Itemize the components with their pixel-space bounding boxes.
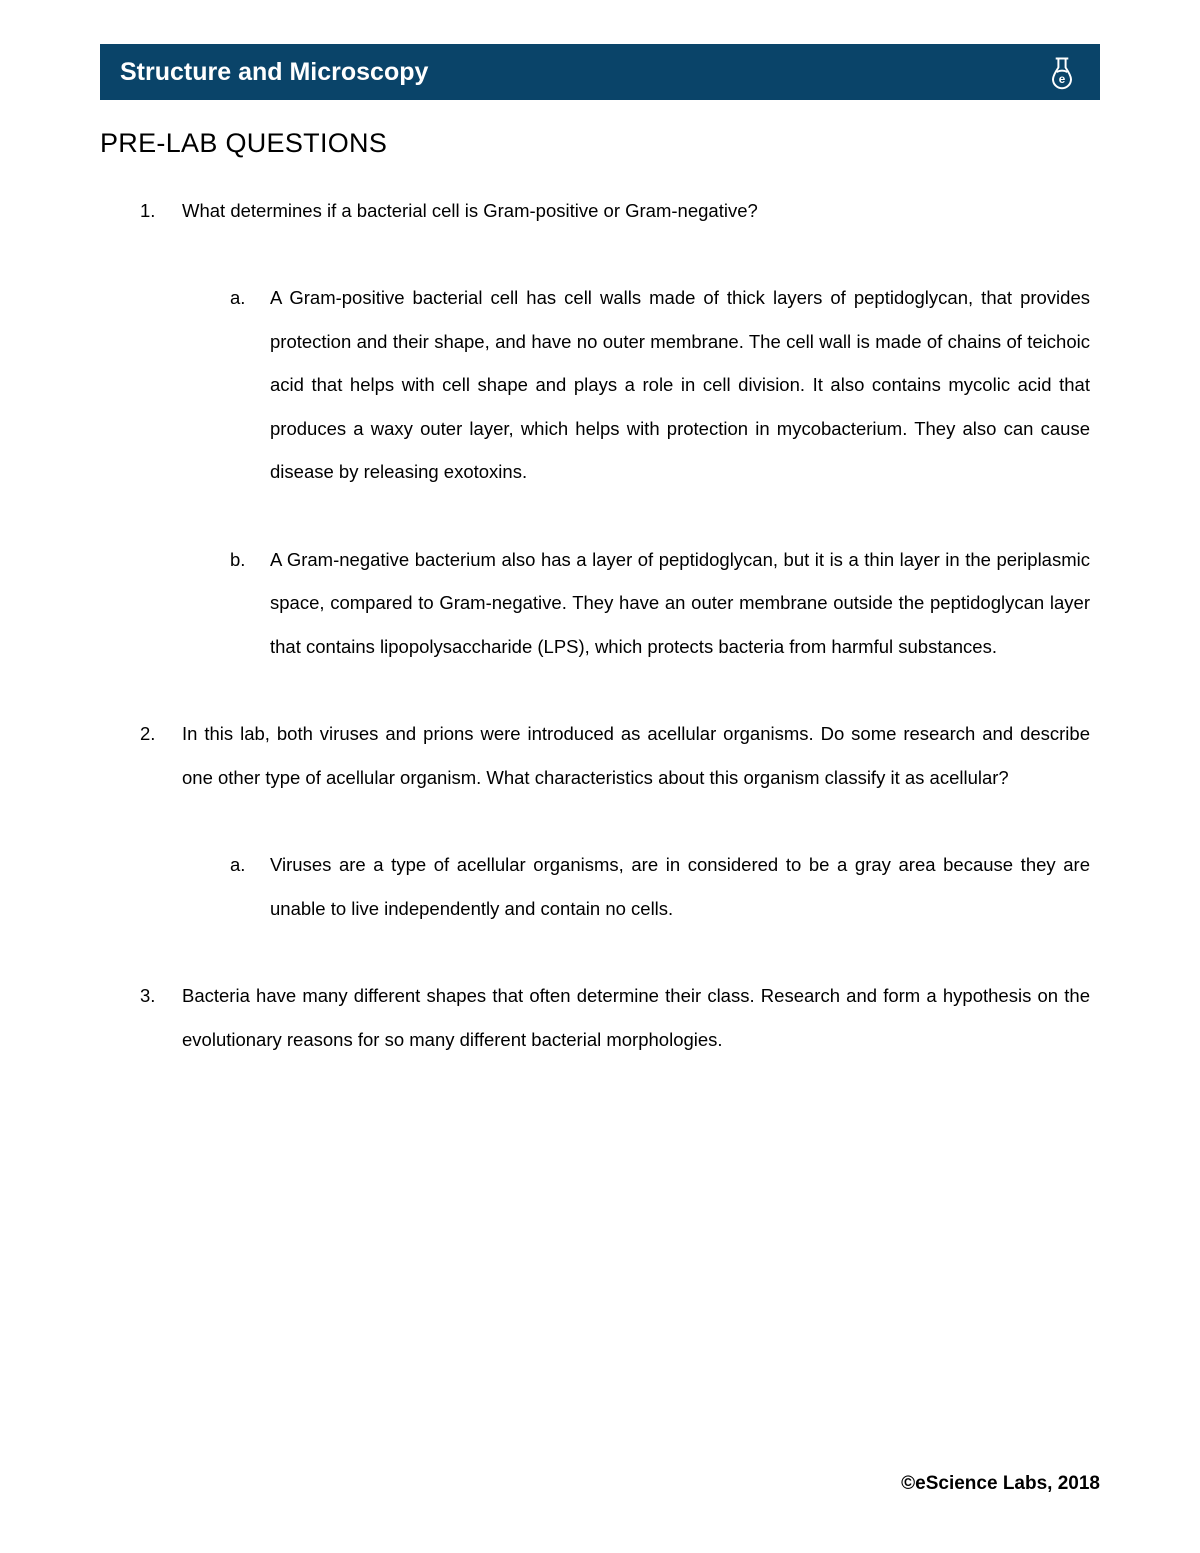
answer-item: A Gram-positive bacterial cell has cell … (230, 276, 1090, 493)
question-list: What determines if a bacterial cell is G… (140, 189, 1090, 1061)
question-text: Bacteria have many different shapes that… (182, 974, 1090, 1061)
banner-title: Structure and Microscopy (120, 58, 428, 87)
document-page: Structure and Microscopy e PRE-LAB QUEST… (0, 0, 1200, 1061)
content-body: What determines if a bacterial cell is G… (100, 189, 1100, 1061)
answer-item: A Gram-negative bacterium also has a lay… (230, 538, 1090, 668)
question-item: In this lab, both viruses and prions wer… (140, 712, 1090, 930)
section-heading: PRE-LAB QUESTIONS (100, 128, 1100, 159)
question-item: Bacteria have many different shapes that… (140, 974, 1090, 1061)
svg-text:e: e (1059, 73, 1066, 86)
copyright-footer: ©eScience Labs, 2018 (901, 1473, 1100, 1495)
answer-item: Viruses are a type of acellular organism… (230, 843, 1090, 930)
answer-list: A Gram-positive bacterial cell has cell … (182, 276, 1090, 668)
flask-icon: e (1042, 52, 1082, 92)
header-banner: Structure and Microscopy e (100, 44, 1100, 100)
question-item: What determines if a bacterial cell is G… (140, 189, 1090, 668)
answer-list: Viruses are a type of acellular organism… (182, 843, 1090, 930)
question-text: In this lab, both viruses and prions wer… (182, 712, 1090, 799)
question-text: What determines if a bacterial cell is G… (182, 189, 1090, 232)
